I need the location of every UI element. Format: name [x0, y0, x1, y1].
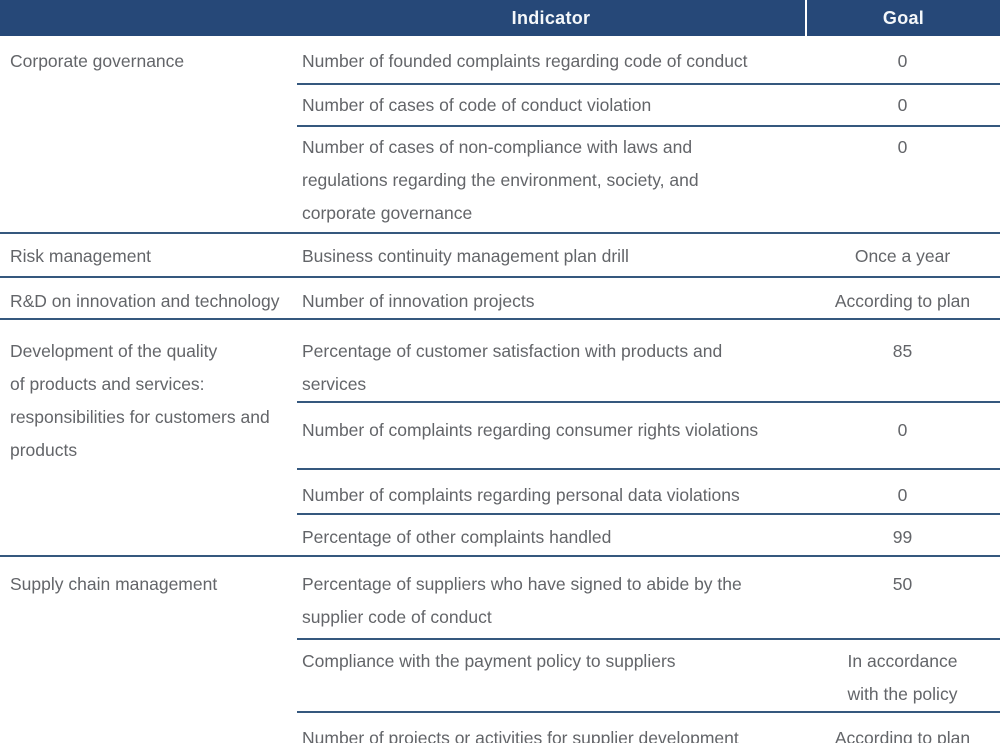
table-group-risk-management: Risk management Business continuity mana… [0, 234, 1000, 278]
table-row: Number of complaints regarding consumer … [297, 403, 1000, 470]
table-row: Percentage of other complaints handled 9… [297, 515, 1000, 555]
indicator-cell: Number of complaints regarding consumer … [302, 420, 759, 440]
indicator-cell: Number of complaints regarding personal … [302, 485, 740, 505]
indicator-cell: Percentage of customer satisfaction with… [302, 341, 723, 394]
indicator-cell: Number of cases of code of conduct viola… [302, 95, 652, 115]
table-row: Number of innovation projects According … [297, 278, 1000, 318]
table-group-quality-development: Development of the quality of products a… [0, 320, 1000, 557]
goal-cell: 50 [892, 574, 913, 594]
table-group-supply-chain: Supply chain management Percentage of su… [0, 557, 1000, 743]
table-row: Percentage of suppliers who have signed … [297, 557, 1000, 640]
goal-cell: 0 [897, 95, 908, 115]
table-row: Number of projects or activities for sup… [297, 713, 1000, 743]
category-cell: R&D on innovation and technology [10, 291, 280, 311]
goal-cell: 0 [897, 137, 908, 157]
goal-cell: 99 [892, 527, 913, 547]
category-cell: Development of the quality of products a… [10, 341, 270, 460]
table-row: Number of cases of code of conduct viola… [297, 85, 1000, 127]
goal-cell: According to plan [834, 291, 971, 311]
indicator-cell: Compliance with the payment policy to su… [302, 651, 676, 671]
table-row: Compliance with the payment policy to su… [297, 640, 1000, 713]
category-cell: Supply chain management [10, 574, 218, 594]
header-indicator-label: Indicator [511, 7, 591, 28]
header-category-cell [0, 0, 297, 36]
table-row: Number of cases of non-compliance with l… [297, 127, 1000, 232]
table-row: Business continuity management plan dril… [297, 234, 1000, 276]
table-group-corporate-governance: Corporate governance Number of founded c… [0, 36, 1000, 234]
table-row: Number of founded complaints regarding c… [297, 36, 1000, 85]
indicator-cell: Business continuity management plan dril… [302, 246, 629, 266]
category-cell: Corporate governance [10, 51, 185, 71]
table-row: Percentage of customer satisfaction with… [297, 320, 1000, 403]
header-goal-label: Goal [882, 7, 925, 28]
category-cell: Risk management [10, 246, 152, 266]
goal-cell: According to plan [834, 728, 971, 743]
table-row: Number of complaints regarding personal … [297, 470, 1000, 515]
table-header-row: Indicator Goal [0, 0, 1000, 36]
goal-cell: In accordance with the policy [847, 651, 958, 704]
goal-cell: 0 [897, 51, 908, 71]
table-group-rd-innovation: R&D on innovation and technology Number … [0, 278, 1000, 320]
indicator-cell: Number of innovation projects [302, 291, 535, 311]
indicator-cell: Number of founded complaints regarding c… [302, 51, 748, 71]
indicator-cell: Percentage of other complaints handled [302, 527, 612, 547]
indicator-cell: Number of cases of non-compliance with l… [302, 137, 699, 223]
header-column-divider [805, 0, 807, 36]
goal-cell: 0 [897, 420, 908, 440]
indicator-cell: Number of projects or activities for sup… [302, 728, 739, 743]
indicator-cell: Percentage of suppliers who have signed … [302, 574, 742, 627]
goal-cell: 0 [897, 485, 908, 505]
goal-cell: 85 [892, 341, 913, 361]
goal-cell: Once a year [854, 246, 951, 266]
